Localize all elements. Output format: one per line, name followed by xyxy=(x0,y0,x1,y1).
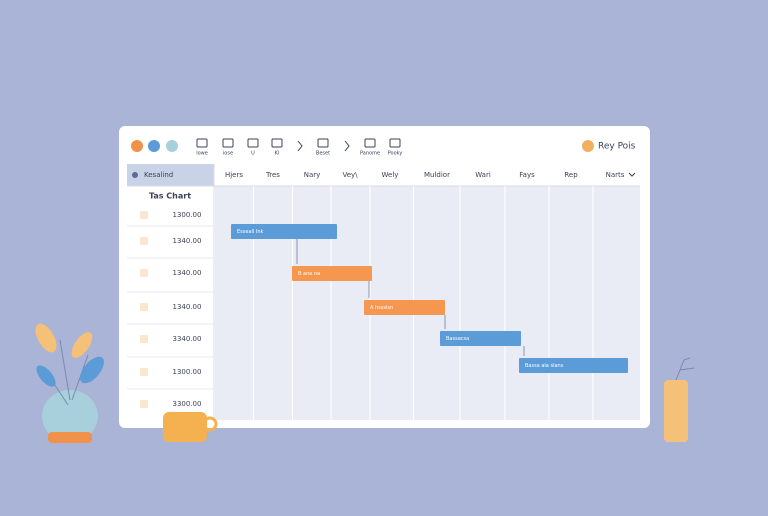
task-label[interactable]: Bassacsa xyxy=(446,336,469,342)
task-bar[interactable] xyxy=(364,300,445,315)
toolbar-icon[interactable] xyxy=(389,138,401,148)
toolbar-label[interactable]: KI xyxy=(275,151,280,157)
toolbar-icon[interactable] xyxy=(364,138,376,148)
row-label: 3340.00 xyxy=(173,335,202,343)
task-bar[interactable] xyxy=(440,331,521,346)
row-marker xyxy=(140,211,148,219)
toolbar-icon[interactable] xyxy=(271,138,283,148)
column-header: Vey\ xyxy=(342,171,358,179)
task-label[interactable]: A hssslsn xyxy=(370,305,393,311)
task-label[interactable]: Bassa ala slans xyxy=(525,363,564,369)
plant xyxy=(35,323,104,443)
column-header: Hjers xyxy=(225,171,243,179)
column-header: Muldior xyxy=(424,171,450,179)
row-label: 1340.00 xyxy=(173,237,202,245)
orange-block xyxy=(664,357,695,442)
user-avatar[interactable] xyxy=(582,140,594,152)
chevron[interactable] xyxy=(297,140,303,152)
window-dot[interactable] xyxy=(131,140,143,152)
toolbar-label[interactable]: Panome xyxy=(360,151,380,157)
row-marker xyxy=(140,269,148,277)
toolbar-label[interactable]: Pooky xyxy=(388,151,403,157)
chevron[interactable] xyxy=(344,140,350,152)
sidebar-title: Tas Chart xyxy=(149,192,191,201)
row-label: 1340.00 xyxy=(173,303,202,311)
row-label: 1300.00 xyxy=(173,368,202,376)
task-label[interactable]: Esseall Ink xyxy=(237,229,264,235)
sidebar-header-text: Kesalind xyxy=(144,171,173,179)
column-header: Tres xyxy=(265,171,280,179)
task-bar[interactable] xyxy=(519,358,628,373)
row-marker xyxy=(140,237,148,245)
row-marker xyxy=(140,303,148,311)
task-label[interactable]: B ane na xyxy=(298,271,320,277)
toolbar-icon[interactable] xyxy=(317,138,329,148)
column-header: Fays xyxy=(519,171,535,179)
header-icon xyxy=(132,172,138,178)
user-name[interactable]: Rey Pois xyxy=(598,142,636,152)
toolbar-label[interactable]: lowe xyxy=(196,151,208,157)
window-dot[interactable] xyxy=(166,140,178,152)
toolbar-label[interactable]: Beset xyxy=(316,151,330,157)
task-bar[interactable] xyxy=(231,224,337,239)
column-header: Narts xyxy=(606,171,625,179)
column-header: Wely xyxy=(382,171,399,179)
toolbar-label[interactable]: U xyxy=(251,151,255,157)
row-marker xyxy=(140,368,148,376)
mug xyxy=(163,412,218,442)
column-header: Nary xyxy=(304,171,321,179)
toolbar-icon[interactable] xyxy=(222,138,234,148)
dropdown[interactable] xyxy=(628,172,636,177)
row-label: 1340.00 xyxy=(173,269,202,277)
task-bar[interactable] xyxy=(292,266,372,281)
row-label: 1300.00 xyxy=(173,211,202,219)
column-header: Rep xyxy=(564,171,578,179)
column-header: Wari xyxy=(475,171,491,179)
window-dot[interactable] xyxy=(148,140,160,152)
row-label: 3300.00 xyxy=(173,400,202,408)
row-marker xyxy=(140,400,148,408)
sidebar-header xyxy=(127,164,214,186)
toolbar-label[interactable]: iose xyxy=(223,151,233,157)
row-marker xyxy=(140,335,148,343)
toolbar-icon[interactable] xyxy=(196,138,208,148)
toolbar-icon[interactable] xyxy=(247,138,259,148)
